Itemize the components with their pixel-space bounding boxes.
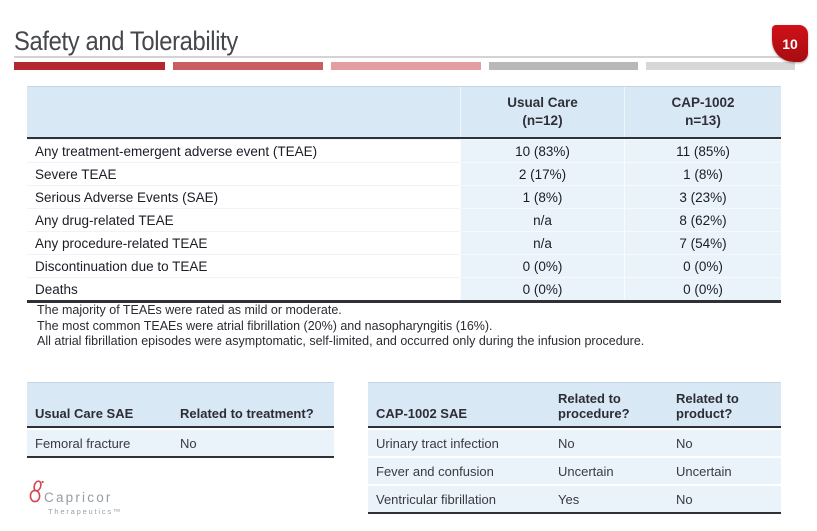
table-row: Deaths 0 (0%) 0 (0%) <box>27 277 781 300</box>
related-to-procedure-value: No <box>558 435 575 451</box>
cap-1002-header-line2: n=13) <box>685 113 721 128</box>
footnotes: The majority of TEAEs were rated as mild… <box>37 303 644 350</box>
footnote-line: The majority of TEAEs were rated as mild… <box>37 303 342 317</box>
table-row: Femoral fracture No <box>27 428 334 456</box>
accent-bar-4 <box>489 62 638 70</box>
row-label: Serious Adverse Events (SAE) <box>27 185 460 208</box>
usual-care-sae-header: Usual Care SAE Related to treatment? <box>27 383 334 428</box>
table-row: Discontinuation due to TEAE 0 (0%) 0 (0%… <box>27 254 781 277</box>
usual-care-value: n/a <box>460 208 624 231</box>
table-row: Serious Adverse Events (SAE) 1 (8%) 3 (2… <box>27 185 781 208</box>
usual-care-value: n/a <box>460 231 624 254</box>
cap-1002-value: 3 (23%) <box>624 185 781 208</box>
header-related-to-treatment: Related to treatment? <box>180 406 314 421</box>
cap-1002-sae-header: CAP-1002 SAE Related to procedure? Relat… <box>368 383 781 428</box>
cap-1002-value: 0 (0%) <box>624 277 781 300</box>
usual-care-value: 1 (8%) <box>460 185 624 208</box>
usual-care-value: 2 (17%) <box>460 162 624 185</box>
title-underline <box>14 56 800 58</box>
related-to-procedure-value: Yes <box>558 491 580 507</box>
row-label: Deaths <box>27 277 460 300</box>
row-label: Any procedure-related TEAE <box>27 231 460 254</box>
related-to-product-value: No <box>676 435 693 451</box>
header-cell-usual-care: Usual Care (n=12) <box>460 87 624 137</box>
page-title: Safety and Tolerability <box>14 26 238 56</box>
row-label: Severe TEAE <box>27 162 460 185</box>
usual-care-header-line1: Usual Care <box>507 95 578 110</box>
trademark-symbol: ™ <box>112 507 123 516</box>
usual-care-value: 10 (83%) <box>460 139 624 162</box>
table-row: Any procedure-related TEAE n/a 7 (54%) <box>27 231 781 254</box>
related-to-product-value: No <box>676 491 693 507</box>
table-row: Ventricular fibrillation Yes No <box>368 484 781 512</box>
footnote-line: The most common TEAEs were atrial fibril… <box>37 318 493 333</box>
row-label: Any drug-related TEAE <box>27 208 460 231</box>
table-row: Severe TEAE 2 (17%) 1 (8%) <box>27 162 781 185</box>
accent-bar-5 <box>646 62 795 70</box>
header-cell-empty <box>27 87 460 137</box>
usual-care-value: 0 (0%) <box>460 254 624 277</box>
table-row: Any drug-related TEAE n/a 8 (62%) <box>27 208 781 231</box>
slide-number: 10 <box>782 35 798 52</box>
cap-1002-value: 8 (62%) <box>624 208 781 231</box>
usual-care-header-line2: (n=12) <box>522 113 563 128</box>
sae-name: Fever and confusion <box>376 463 494 479</box>
cap-1002-value: 1 (8%) <box>624 162 781 185</box>
row-label: Discontinuation due to TEAE <box>27 254 460 277</box>
accent-bar-2 <box>173 62 323 70</box>
usual-care-sae-table: Usual Care SAE Related to treatment? Fem… <box>27 382 334 458</box>
cap-1002-header-line1: CAP-1002 <box>671 95 735 110</box>
header-cap-1002-sae: CAP-1002 SAE <box>376 406 468 421</box>
header-related-to-procedure: Related to procedure? <box>558 391 630 421</box>
related-to-treatment-value: No <box>180 435 197 451</box>
cap-1002-value: 7 (54%) <box>624 231 781 254</box>
capricor-logo-icon <box>29 480 44 503</box>
cap-1002-value: 0 (0%) <box>624 254 781 277</box>
related-to-product-value: Uncertain <box>676 463 732 479</box>
header-cell-cap-1002: CAP-1002 n=13) <box>624 87 781 137</box>
adverse-events-table-header: Usual Care (n=12) CAP-1002 n=13) <box>27 87 781 139</box>
sae-name: Ventricular fibrillation <box>376 491 496 507</box>
row-label: Any treatment-emergent adverse event (TE… <box>27 139 460 162</box>
header-related-to-product: Related to product? <box>676 391 739 421</box>
footnote-line: All atrial fibrillation episodes were as… <box>37 334 645 348</box>
slide-number-badge: 10 <box>772 25 808 62</box>
accent-bar-3 <box>331 62 481 70</box>
logo-subtitle: Therapeutics™ <box>48 507 122 516</box>
cap-1002-value: 11 (85%) <box>624 139 781 162</box>
table-row: Urinary tract infection No No <box>368 428 781 456</box>
cap-1002-sae-table: CAP-1002 SAE Related to procedure? Relat… <box>368 382 781 514</box>
logo-subtitle-text: Therapeutics <box>48 507 113 516</box>
adverse-events-table: Usual Care (n=12) CAP-1002 n=13) Any tre… <box>27 86 781 303</box>
header-usual-care-sae: Usual Care SAE <box>35 406 134 421</box>
usual-care-value: 0 (0%) <box>460 277 624 300</box>
related-to-procedure-value: Uncertain <box>558 463 614 479</box>
table-row: Fever and confusion Uncertain Uncertain <box>368 456 781 484</box>
table-row: Any treatment-emergent adverse event (TE… <box>27 139 781 162</box>
sae-name: Urinary tract infection <box>376 435 499 451</box>
sae-name: Femoral fracture <box>35 435 131 451</box>
accent-bar-1 <box>14 62 165 70</box>
logo-name: Capricor <box>44 490 113 505</box>
